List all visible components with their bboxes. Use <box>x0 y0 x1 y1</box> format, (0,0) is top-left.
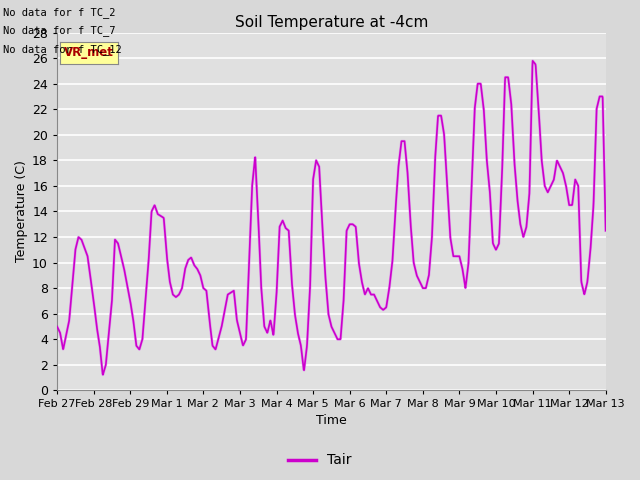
Text: No data for f TC_7: No data for f TC_7 <box>3 25 116 36</box>
Legend: Tair: Tair <box>283 448 357 473</box>
Text: No data for f TC_2: No data for f TC_2 <box>3 7 116 18</box>
Y-axis label: Temperature (C): Temperature (C) <box>15 160 28 263</box>
Title: Soil Temperature at -4cm: Soil Temperature at -4cm <box>235 15 428 30</box>
Text: VR_met: VR_met <box>64 47 114 60</box>
X-axis label: Time: Time <box>316 414 347 427</box>
Text: No data for f TC_12: No data for f TC_12 <box>3 44 122 55</box>
